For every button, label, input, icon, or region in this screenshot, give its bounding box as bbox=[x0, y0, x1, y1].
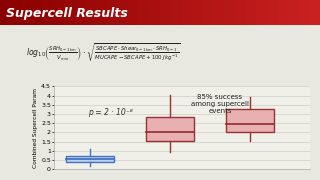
Bar bbox=[107, 0, 117, 25]
Bar bbox=[227, 109, 275, 132]
Bar bbox=[309, 0, 320, 25]
Bar bbox=[267, 0, 277, 25]
Bar bbox=[139, 0, 149, 25]
Text: 85% success
among supercell
events: 85% success among supercell events bbox=[191, 94, 249, 114]
Bar bbox=[160, 0, 171, 25]
Bar bbox=[235, 0, 245, 25]
Bar bbox=[0, 0, 11, 25]
Bar bbox=[21, 0, 32, 25]
Bar bbox=[192, 0, 203, 25]
Bar bbox=[128, 0, 139, 25]
Bar bbox=[213, 0, 224, 25]
Y-axis label: Combined Supercell Param: Combined Supercell Param bbox=[33, 88, 38, 168]
Bar bbox=[53, 0, 64, 25]
Bar bbox=[256, 0, 267, 25]
Bar bbox=[64, 0, 75, 25]
Bar bbox=[181, 0, 192, 25]
Bar bbox=[149, 0, 160, 25]
Text: Supercell Results: Supercell Results bbox=[6, 7, 128, 20]
Bar bbox=[224, 0, 235, 25]
Bar bbox=[67, 156, 115, 162]
Bar bbox=[11, 0, 21, 25]
Bar bbox=[85, 0, 96, 25]
Bar bbox=[171, 0, 181, 25]
Bar bbox=[96, 0, 107, 25]
Bar bbox=[147, 117, 194, 141]
Bar bbox=[299, 0, 309, 25]
Bar bbox=[117, 0, 128, 25]
Bar bbox=[43, 0, 53, 25]
Bar bbox=[32, 0, 43, 25]
Bar bbox=[203, 0, 213, 25]
Text: p = 2 · 10⁻⁸: p = 2 · 10⁻⁸ bbox=[88, 108, 133, 117]
Bar bbox=[75, 0, 85, 25]
Bar bbox=[277, 0, 288, 25]
Text: $log_{10}\left(\frac{SRH_{0-1\,km}}{V_{min}}\right) \cdot \sqrt{\frac{SBCAPE\cdo: $log_{10}\left(\frac{SRH_{0-1\,km}}{V_{m… bbox=[26, 42, 180, 64]
Bar bbox=[245, 0, 256, 25]
Bar bbox=[288, 0, 299, 25]
